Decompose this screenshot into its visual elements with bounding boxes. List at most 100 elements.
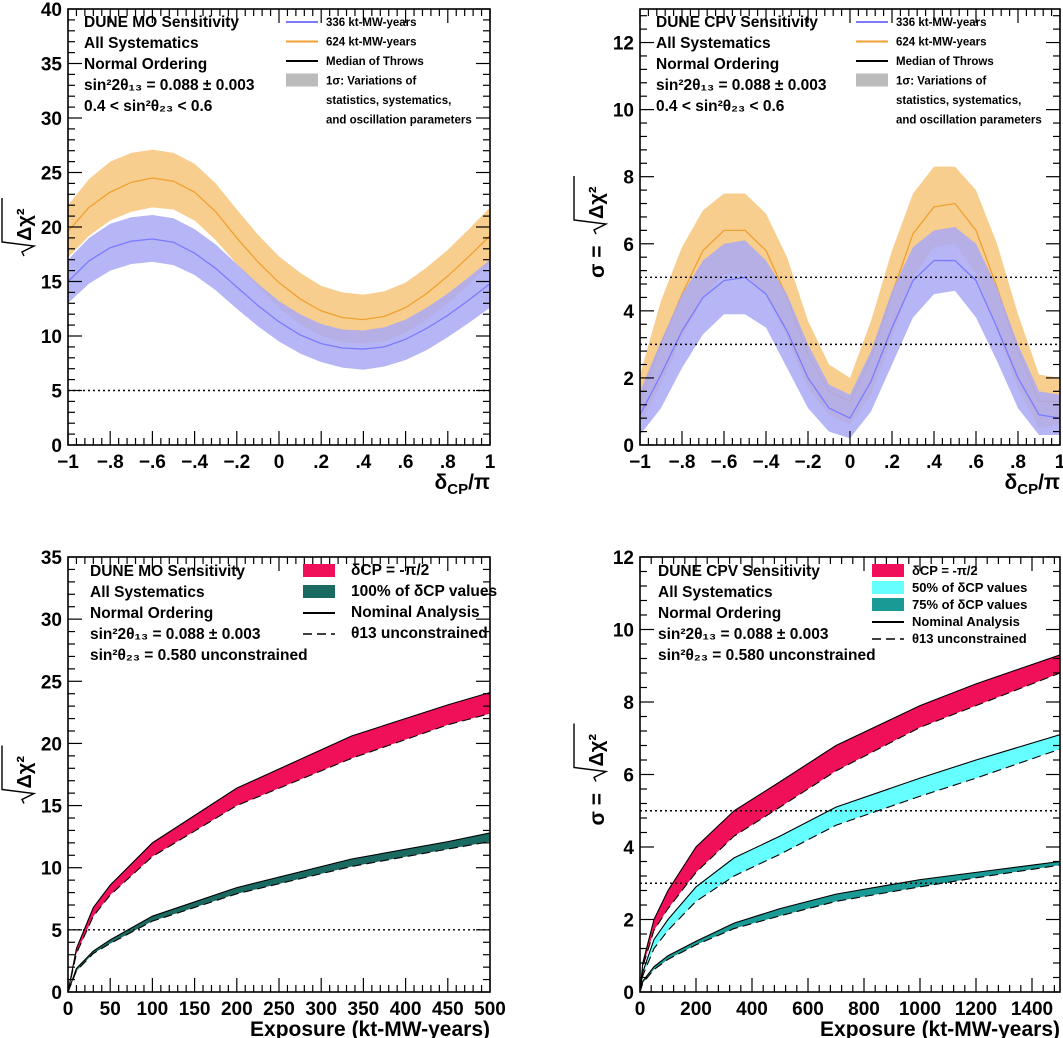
sqrt-sign (1, 745, 37, 804)
legend-label: 50% of δCP values (912, 580, 1027, 595)
x-tick-label: −.2 (795, 452, 822, 473)
plot-area (640, 654, 1060, 992)
legend-label: and oscillation parameters (326, 115, 472, 127)
data-point (363, 319, 364, 320)
data-point (76, 948, 77, 949)
y-label-prefix: σ = (586, 793, 609, 825)
info-line: 0.4 < sin²θ₂₃ < 0.6 (84, 98, 213, 115)
info-line: Normal Ordering (656, 56, 779, 73)
data-point (93, 907, 94, 908)
y-tick-label: 35 (41, 55, 63, 76)
data-point (835, 745, 836, 746)
y-label-radicand: Δχ² (14, 208, 36, 241)
x-tick-label: −.8 (669, 452, 696, 473)
data-point (695, 886, 696, 887)
data-point (215, 211, 216, 212)
x-tick-label: 0 (274, 452, 285, 473)
data-point (919, 879, 920, 880)
unconstrained-line-50-of-cp-values (640, 748, 1060, 992)
data-point (912, 233, 913, 234)
data-point (152, 916, 153, 917)
data-point (236, 286, 237, 287)
band-100-of-cp-values (68, 832, 490, 992)
data-point (975, 759, 976, 760)
x-tick-label: 200 (680, 999, 712, 1020)
legend-label: θ13 unconstrained (351, 625, 488, 642)
y-axis-label: Δχ² (1, 745, 37, 804)
data-point (779, 781, 780, 782)
data-point (702, 250, 703, 251)
data-point (89, 260, 90, 261)
y-axis-label: σ = Δχ² (573, 176, 609, 278)
data-point (468, 299, 469, 300)
y-tick-label: 0 (623, 983, 634, 1004)
y-tick-label: 10 (41, 859, 62, 880)
data-point (278, 282, 279, 283)
data-point (849, 418, 850, 419)
data-point (891, 327, 892, 328)
band-336-kt-mw-years (68, 215, 490, 370)
y-tick-label: 25 (41, 672, 63, 693)
legend-label: δCP = -π/2 (351, 562, 429, 579)
y-tick-label: 30 (41, 610, 62, 631)
chart-panel-1: −1 −.8 −.6 −.4 −.2 0.2.4.6.8 10510152025303540… (1, 0, 496, 498)
data-point (919, 778, 920, 779)
y-tick-label: 10 (613, 621, 634, 642)
nominal-line-75-of-cp-values (640, 860, 1060, 992)
data-point (695, 846, 696, 847)
data-point (733, 857, 734, 858)
sqrt-sign (573, 723, 609, 782)
x-tick-label: .8 (440, 452, 456, 473)
x-tick-label: 1200 (955, 999, 997, 1020)
y-tick-label: 2 (623, 369, 634, 390)
data-point (786, 330, 787, 331)
median-line-336-kt-mw-years (640, 259, 1060, 420)
y-tick-label: 35 (41, 548, 63, 569)
data-point (173, 242, 174, 243)
plot-area (68, 691, 490, 992)
x-tick-label: −.2 (223, 452, 250, 473)
legend-swatch-box (872, 564, 904, 577)
nominal-line-50-of-cp-values (640, 734, 1060, 992)
y-tick-label: 12 (613, 34, 634, 55)
info-line: sin²θ₂₃ = 0.580 unconstrained (90, 647, 308, 664)
band--cp-2 (640, 654, 1060, 992)
data-point (321, 343, 322, 344)
chart-panel-3: 0 50 100 150 200 250 300 350 400 450 500 0 5 10 15 20 25… (1, 548, 506, 1038)
x-tick-label: −.6 (711, 452, 738, 473)
info-line: Normal Ordering (84, 56, 207, 73)
data-point (384, 316, 385, 317)
data-point (975, 872, 976, 873)
data-point (807, 377, 808, 378)
data-point (919, 705, 920, 706)
x-tick-label: 150 (179, 999, 211, 1020)
legend-label: Median of Throws (326, 56, 424, 68)
data-point (351, 735, 352, 736)
legend-swatch-box (303, 564, 335, 577)
chart-panel-4: 0 200 400 600 800 1000 1200 1400 0 2 4 6 8 10 12 Exposu… (573, 548, 1061, 1038)
data-point (642, 981, 643, 982)
x-tick-label: −.4 (181, 452, 208, 473)
legend-label: statistics, systematics, (896, 95, 1021, 107)
data-point (779, 836, 780, 837)
data-point (236, 788, 237, 789)
y-tick-label: 15 (41, 273, 63, 294)
data-point (110, 885, 111, 886)
legend-label: Nominal Analysis (351, 604, 480, 621)
info-line: Normal Ordering (658, 605, 781, 622)
band-50-of-cp-values (640, 734, 1060, 992)
data-point (702, 297, 703, 298)
data-point (447, 275, 448, 276)
legend-label: θ13 unconstrained (912, 631, 1027, 646)
legend-label: 1σ: Variations of (896, 76, 986, 88)
data-point (152, 238, 153, 239)
info-line: sin²θ₂₃ = 0.580 unconstrained (658, 647, 876, 664)
x-tick-label: −1 (57, 452, 79, 473)
data-point (257, 261, 258, 262)
legend-label: Median of Throws (896, 56, 994, 68)
y-tick-label: 20 (41, 218, 62, 239)
band--cp-2 (68, 692, 490, 992)
data-point (975, 683, 976, 684)
x-tick-label: 800 (848, 999, 880, 1020)
